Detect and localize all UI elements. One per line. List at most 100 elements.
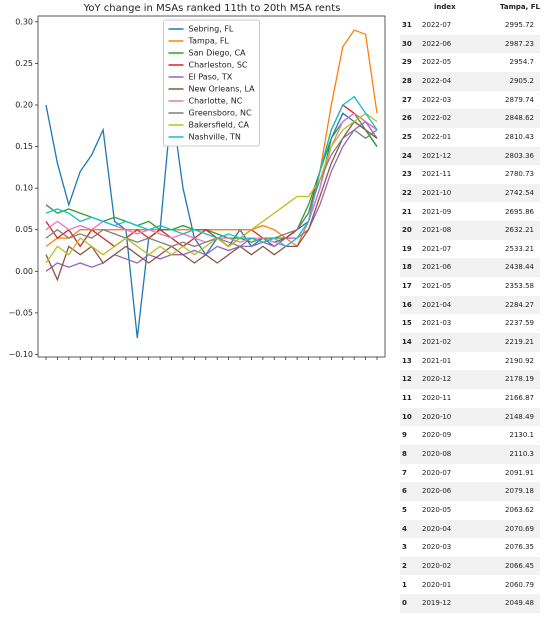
table-row: 22 2021-10 2742.54	[400, 183, 540, 203]
y-tick-label: 0.25	[15, 59, 33, 68]
row-value: 2533.21	[505, 244, 534, 253]
row-value: 2848.62	[505, 114, 534, 123]
row-date: 2020-01	[422, 580, 452, 589]
legend-label: New Orleans, LA	[189, 85, 256, 94]
row-index: 31	[402, 21, 412, 29]
table-row: 5 2020-05 2063.62	[400, 500, 540, 520]
row-date: 2021-02	[422, 338, 452, 347]
row-value: 2066.45	[505, 561, 534, 570]
table-row: 14 2021-02 2219.21	[400, 333, 540, 352]
row-index: 5	[402, 505, 407, 514]
table-row: 15 2021-03 2237.59	[400, 314, 540, 333]
row-value: 2178.19	[505, 375, 534, 384]
table-row: 10 2020-10 2148.49	[400, 407, 540, 427]
row-value: 2810.43	[505, 132, 534, 141]
table-row: 17 2021-05 2353.58	[400, 277, 540, 296]
table-row: 30 2022-06 2987.23	[400, 34, 540, 54]
table-row: 21 2021-09 2695.86	[400, 202, 540, 222]
row-value: 2148.49	[505, 412, 534, 421]
row-date: 2020-02	[422, 561, 452, 570]
row-index: 12	[402, 375, 412, 384]
legend-label: El Paso, TX	[189, 73, 233, 82]
row-index: 21	[402, 207, 412, 216]
plot-frame	[37, 15, 386, 358]
y-tick-label: 0.15	[15, 142, 33, 151]
row-value: 2879.74	[505, 95, 534, 104]
row-index: 8	[402, 449, 407, 458]
row-date: 2021-08	[422, 226, 452, 235]
y-tick-label: 0.20	[15, 100, 33, 109]
row-index: 28	[402, 76, 412, 85]
row-value: 2190.92	[505, 356, 534, 365]
y-tick-label: 0.05	[15, 225, 33, 234]
table-row: 7 2020-07 2091.91	[400, 463, 540, 483]
line-series	[45, 95, 378, 248]
row-value: 2905.2	[509, 76, 535, 85]
row-value: 2780.73	[505, 170, 534, 179]
table-row: 11 2020-11 2166.87	[400, 389, 540, 408]
row-index: 15	[402, 319, 412, 328]
row-date: 2021-07	[422, 244, 452, 253]
table-row: 6 2020-06 2079.18	[400, 482, 540, 501]
row-value: 2166.87	[505, 394, 534, 402]
row-date: 2022-03	[422, 95, 452, 104]
column-header: Tampa, FL	[500, 3, 540, 11]
legend-label: Charleston, SC	[189, 61, 248, 70]
row-value: 2060.79	[505, 580, 534, 589]
row-date: 2022-05	[422, 58, 452, 67]
row-value: 2695.86	[505, 207, 534, 216]
row-date: 2021-12	[422, 151, 452, 160]
row-date: 2022-01	[422, 132, 452, 141]
row-index: 19	[402, 244, 412, 253]
table-row: 26 2022-02 2848.62	[400, 109, 540, 128]
row-value: 2219.21	[505, 338, 534, 347]
table-row: 23 2021-11 2780.73	[400, 165, 540, 184]
row-index: 7	[402, 468, 407, 477]
row-index: 22	[402, 188, 412, 197]
table-row: 29 2022-05 2954.7	[400, 53, 540, 72]
row-date: 2022-02	[422, 114, 452, 123]
row-date: 2022-07	[422, 21, 452, 29]
chart: YoY change in MSAs ranked 11th to 20th M…	[8, 3, 386, 360]
row-date: 2022-04	[422, 76, 452, 85]
table-row: 8 2020-08 2110.3	[400, 444, 540, 464]
line-series	[45, 29, 378, 248]
table-row: 9 2020-09 2130.1	[400, 426, 540, 445]
row-index: 18	[402, 263, 412, 272]
row-index: 25	[402, 132, 412, 141]
row-date: 2020-07	[422, 468, 452, 477]
row-index: 27	[402, 95, 412, 104]
row-date: 2020-03	[422, 543, 452, 552]
row-date: 2021-03	[422, 319, 452, 328]
table-row: 28 2022-04 2905.2	[400, 71, 540, 91]
chart-title: YoY change in MSAs ranked 11th to 20th M…	[83, 3, 341, 14]
table-row: 2 2020-02 2066.45	[400, 556, 540, 576]
row-value: 2091.91	[505, 468, 534, 477]
table-row: 13 2021-01 2190.92	[400, 351, 540, 371]
row-value: 2284.27	[505, 300, 534, 309]
line-series	[45, 120, 378, 282]
legend-label: Tampa, FL	[188, 37, 230, 46]
row-date: 2021-05	[422, 282, 452, 291]
y-tick-label: 0.30	[15, 17, 33, 26]
row-index: 26	[402, 114, 412, 123]
table-header: index Tampa, FL	[400, 0, 540, 16]
table-row: 19 2021-07 2533.21	[400, 239, 540, 259]
row-index: 10	[402, 412, 412, 421]
row-date: 2020-09	[422, 431, 452, 440]
row-date: 2019-12	[422, 599, 452, 608]
legend-box	[163, 19, 260, 147]
y-tick-label: −0.05	[8, 308, 33, 317]
row-index: 4	[402, 524, 407, 533]
row-date: 2020-06	[422, 487, 452, 496]
row-date: 2021-11	[422, 170, 452, 179]
line-series	[45, 120, 378, 272]
row-value: 2632.21	[505, 226, 534, 235]
row-value: 2954.7	[509, 58, 535, 67]
row-index: 29	[402, 58, 412, 67]
legend-label: Charlotte, NC	[189, 97, 243, 106]
row-index: 14	[402, 338, 412, 347]
row-value: 2049.48	[505, 599, 534, 608]
column-header: index	[434, 3, 456, 11]
legend-label: Bakersfield, CA	[189, 121, 250, 130]
